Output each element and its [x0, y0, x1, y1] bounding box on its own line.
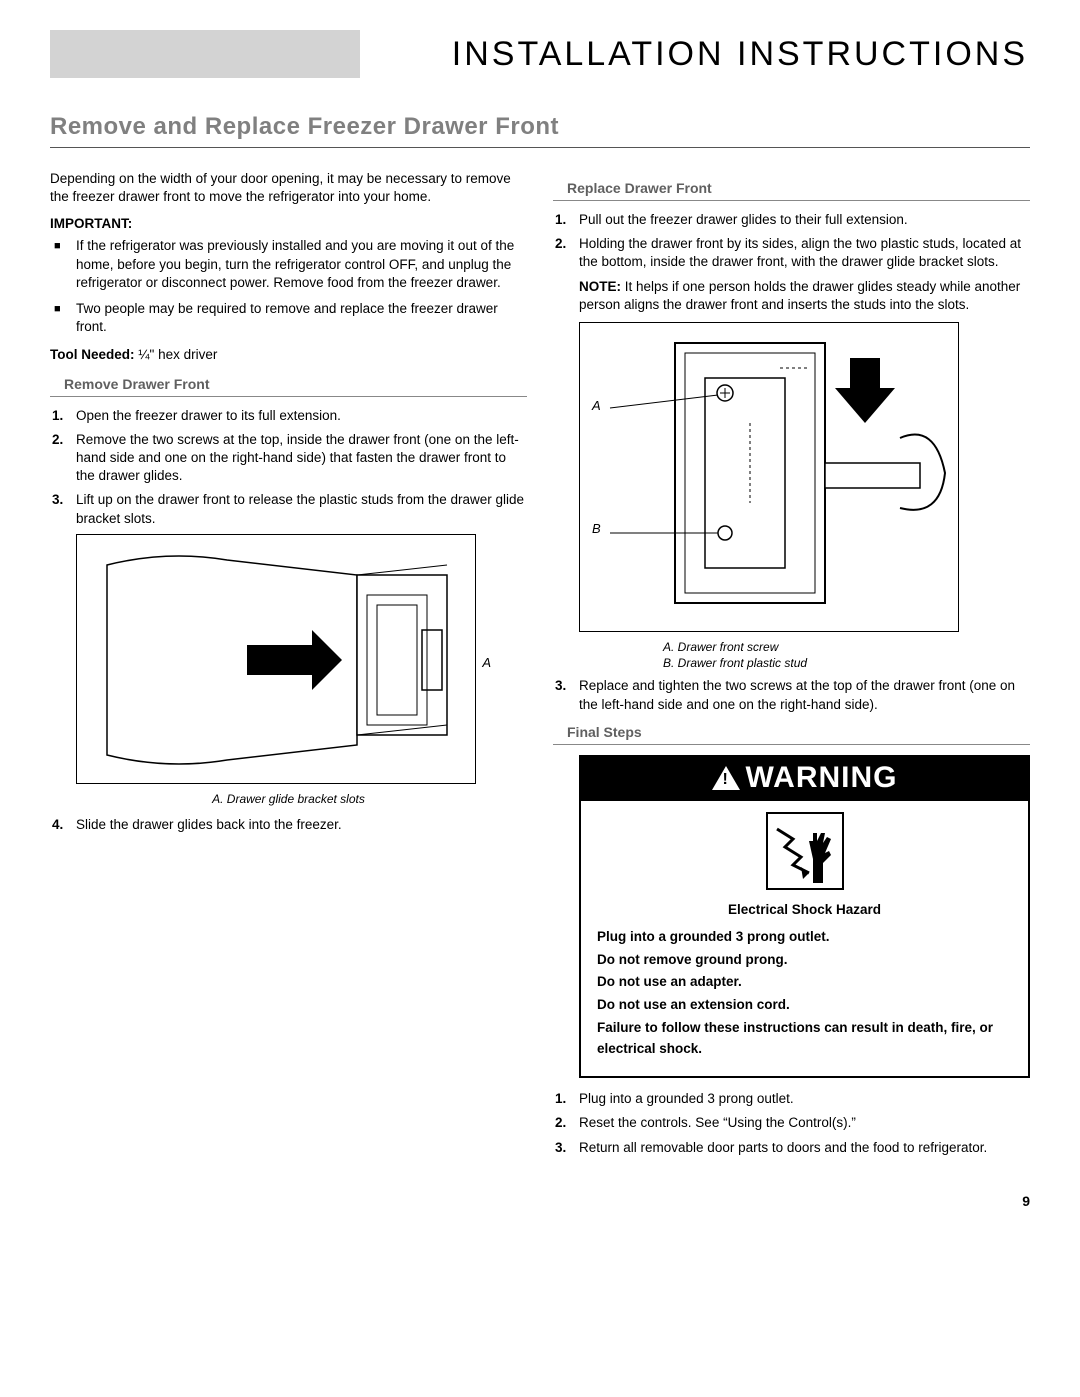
page-header: INSTALLATION INSTRUCTIONS: [50, 30, 1030, 78]
remove-step: Slide the drawer glides back into the fr…: [50, 816, 527, 834]
tool-label: Tool Needed:: [50, 347, 135, 362]
tool-needed-line: Tool Needed: ¼" hex driver: [50, 347, 527, 362]
replace-step: Holding the drawer front by its sides, a…: [553, 235, 1030, 271]
warning-line: Do not remove ground prong.: [597, 950, 1012, 971]
warning-box: WARNING Electrical Shock Hazard Plug int…: [579, 755, 1030, 1078]
replace-steps-list: Pull out the freezer drawer glides to th…: [553, 211, 1030, 272]
final-steps-list: Plug into a grounded 3 prong outlet. Res…: [553, 1090, 1030, 1157]
drawer-glide-diagram: [77, 535, 477, 785]
warning-line: Do not use an adapter.: [597, 972, 1012, 993]
replace-steps-list-cont: Replace and tighten the two screws at th…: [553, 677, 1030, 713]
replace-drawer-heading: Replace Drawer Front: [553, 180, 1030, 201]
important-item: If the refrigerator was previously insta…: [50, 237, 527, 292]
final-step: Plug into a grounded 3 prong outlet.: [553, 1090, 1030, 1108]
final-steps-heading: Final Steps: [553, 724, 1030, 745]
tool-value: ¼" hex driver: [138, 347, 217, 362]
important-item: Two people may be required to remove and…: [50, 300, 527, 336]
warning-triangle-icon: [712, 766, 740, 790]
right-column: Replace Drawer Front Pull out the freeze…: [553, 170, 1030, 1163]
section-title: Remove and Replace Freezer Drawer Front: [50, 113, 1030, 148]
header-grey-block: [50, 30, 360, 78]
warning-body: Electrical Shock Hazard Plug into a grou…: [581, 900, 1028, 1076]
warning-line: Failure to follow these instructions can…: [597, 1018, 1012, 1060]
figure2-label-a: A: [592, 398, 601, 413]
remove-steps-list: Open the freezer drawer to its full exte…: [50, 407, 527, 528]
remove-steps-list-cont: Slide the drawer glides back into the fr…: [50, 816, 527, 834]
final-step: Reset the controls. See “Using the Contr…: [553, 1114, 1030, 1132]
final-step: Return all removable door parts to doors…: [553, 1139, 1030, 1157]
warning-line: Do not use an extension cord.: [597, 995, 1012, 1016]
warning-hazard: Electrical Shock Hazard: [597, 900, 1012, 921]
header-title: INSTALLATION INSTRUCTIONS: [360, 35, 1030, 74]
intro-text: Depending on the width of your door open…: [50, 170, 527, 206]
two-column-layout: Depending on the width of your door open…: [50, 170, 1030, 1163]
figure-label-a: A: [482, 655, 491, 670]
note-label: NOTE:: [579, 279, 621, 294]
replace-step: Replace and tighten the two screws at th…: [553, 677, 1030, 713]
figure-drawer-screw: A B: [579, 322, 959, 632]
warning-shock-icon-row: [581, 801, 1028, 900]
figure2-caption-a: A. Drawer front screw: [663, 640, 778, 654]
figure2-label-b: B: [592, 521, 601, 536]
note-paragraph: NOTE: It helps if one person holds the d…: [553, 278, 1030, 314]
figure-drawer-glide: A: [76, 534, 476, 784]
figure2-caption: A. Drawer front screw B. Drawer front pl…: [663, 640, 1030, 671]
warning-header: WARNING: [581, 757, 1028, 801]
remove-step: Remove the two screws at the top, inside…: [50, 431, 527, 486]
left-column: Depending on the width of your door open…: [50, 170, 527, 1163]
warning-line: Plug into a grounded 3 prong outlet.: [597, 927, 1012, 948]
important-list: If the refrigerator was previously insta…: [50, 237, 527, 336]
remove-step: Lift up on the drawer front to release t…: [50, 491, 527, 527]
page-number: 9: [50, 1193, 1030, 1209]
warning-title: WARNING: [746, 761, 898, 795]
remove-drawer-heading: Remove Drawer Front: [50, 376, 527, 397]
remove-step: Open the freezer drawer to its full exte…: [50, 407, 527, 425]
shock-hand-icon: [765, 811, 845, 891]
figure2-caption-b: B. Drawer front plastic stud: [663, 656, 807, 670]
important-label: IMPORTANT:: [50, 216, 527, 231]
note-text: It helps if one person holds the drawer …: [579, 279, 1020, 312]
replace-step: Pull out the freezer drawer glides to th…: [553, 211, 1030, 229]
figure1-caption: A. Drawer glide bracket slots: [50, 792, 527, 806]
drawer-screw-diagram: [580, 323, 960, 633]
